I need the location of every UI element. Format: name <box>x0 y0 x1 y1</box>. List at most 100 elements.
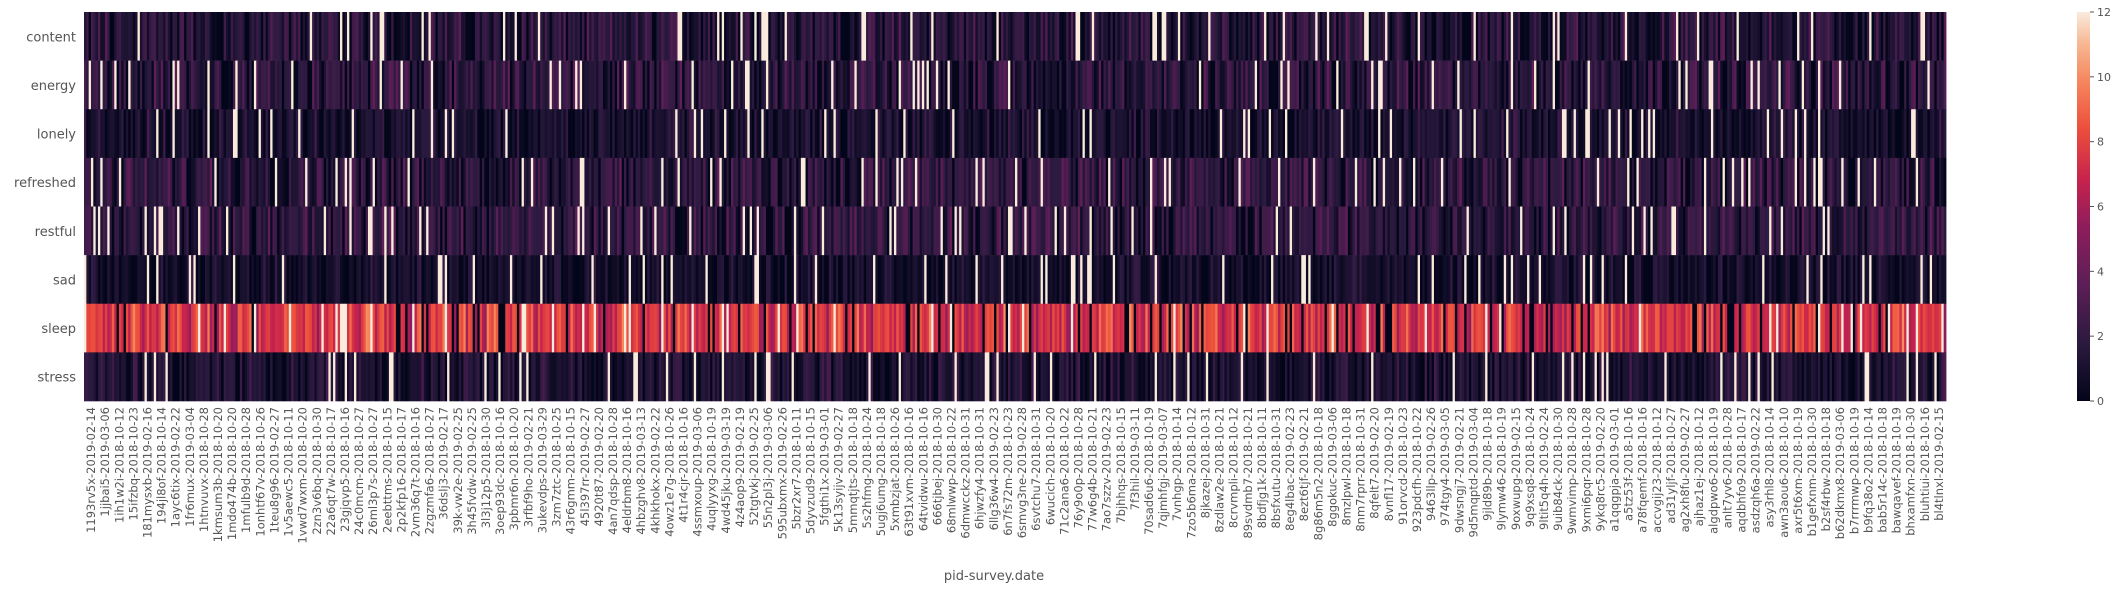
heatmap-cell <box>1070 60 1074 110</box>
heatmap-cell <box>603 255 606 305</box>
heatmap-cell <box>1094 60 1097 110</box>
heatmap-cell <box>1436 255 1440 305</box>
heatmap-cell <box>128 255 131 305</box>
heatmap-cell <box>1322 206 1325 256</box>
heatmap-cell <box>1610 206 1614 256</box>
heatmap-cell <box>1852 60 1856 110</box>
heatmap-cell <box>505 255 509 305</box>
heatmap-cell <box>935 157 939 207</box>
heatmap-cell <box>90 157 94 207</box>
heatmap-cell <box>1645 60 1649 110</box>
heatmap-cell <box>1554 60 1558 110</box>
heatmap-cell <box>1531 157 1535 207</box>
heatmap-cell <box>1231 109 1235 159</box>
heatmap-cell <box>1731 12 1735 61</box>
heatmap-cell <box>1724 157 1728 207</box>
heatmap-cell <box>102 109 106 159</box>
heatmap-cell <box>1131 206 1135 256</box>
heatmap-cell <box>1108 206 1111 256</box>
heatmap-cell <box>1082 109 1086 159</box>
heatmap-cell <box>109 12 113 61</box>
heatmap-cell <box>761 206 765 256</box>
heatmap-cell <box>1645 109 1649 159</box>
heatmap-cell <box>1096 109 1100 159</box>
heatmap-cell <box>442 303 446 353</box>
heatmap-cell <box>889 255 893 305</box>
heatmap-cell <box>1028 12 1032 61</box>
heatmap-cell <box>786 60 790 110</box>
heatmap-cell <box>1827 206 1831 256</box>
heatmap-cell <box>682 206 685 256</box>
heatmap-cell <box>1373 12 1377 61</box>
heatmap-cell <box>835 206 839 256</box>
heatmap-cell <box>97 60 101 110</box>
heatmap-cell <box>1024 157 1028 207</box>
heatmap-cell <box>656 206 660 256</box>
heatmap-cell <box>1501 206 1505 256</box>
heatmap-cell <box>249 60 252 110</box>
heatmap-cell <box>1410 255 1414 305</box>
heatmap-cell <box>1813 255 1817 305</box>
heatmap-cell <box>991 157 995 207</box>
heatmap-cell <box>1415 60 1419 110</box>
heatmap-cell <box>263 12 266 61</box>
heatmap-cell <box>1722 157 1726 207</box>
heatmap-cell <box>845 157 848 207</box>
heatmap-cell <box>1543 12 1547 61</box>
heatmap-cell <box>353 109 357 159</box>
heatmap-cell <box>1208 157 1211 207</box>
heatmap-cell <box>479 255 483 305</box>
heatmap-cell <box>177 255 180 305</box>
heatmap-cell <box>835 12 839 61</box>
heatmap-cell <box>770 12 774 61</box>
heatmap-cell <box>1717 157 1721 207</box>
heatmap-cell <box>1224 109 1228 159</box>
heatmap-cell <box>1440 12 1444 61</box>
heatmap-cell <box>216 109 220 159</box>
heatmap-cell <box>593 157 597 207</box>
heatmap-cell <box>1515 12 1519 61</box>
heatmap-cell <box>1243 60 1246 110</box>
heatmap-cell <box>1003 60 1007 110</box>
heatmap-cell <box>1859 157 1863 207</box>
heatmap-cell <box>491 157 495 207</box>
heatmap-cell <box>242 12 245 61</box>
heatmap-cell <box>1224 206 1228 256</box>
heatmap-cell <box>1457 255 1460 305</box>
heatmap-cell <box>1843 109 1847 159</box>
heatmap-cell <box>286 60 290 110</box>
heatmap-cell <box>1752 12 1756 61</box>
heatmap-cell <box>1101 157 1104 207</box>
heatmap-cell <box>1247 157 1251 207</box>
heatmap-cell <box>223 206 227 256</box>
heatmap-cell <box>1215 60 1218 110</box>
heatmap-cell <box>1494 60 1498 110</box>
heatmap-cell <box>672 109 676 159</box>
heatmap-cell <box>963 60 967 110</box>
heatmap-cell <box>423 157 427 207</box>
heatmap-cell <box>1331 12 1335 61</box>
heatmap-cell <box>1913 60 1917 110</box>
heatmap-cell <box>444 157 448 207</box>
heatmap-cell <box>575 109 578 159</box>
heatmap-cell <box>1282 255 1286 305</box>
heatmap-cell <box>1862 60 1865 110</box>
heatmap-cell <box>1869 157 1872 207</box>
heatmap-cell <box>1743 206 1747 256</box>
heatmap-cell <box>554 206 557 256</box>
heatmap-cell <box>1831 255 1835 305</box>
heatmap-cell <box>1517 157 1521 207</box>
heatmap-cell <box>975 255 979 305</box>
heatmap-cell <box>1489 60 1493 110</box>
heatmap-cell <box>854 109 858 159</box>
heatmap-cell <box>167 157 171 207</box>
heatmap-cell <box>798 60 802 110</box>
heatmap-cell <box>1217 109 1221 159</box>
heatmap-cell <box>1566 206 1570 256</box>
heatmap-cell <box>1541 157 1544 207</box>
heatmap-cell <box>1042 157 1046 207</box>
heatmap-cell <box>1638 255 1642 305</box>
heatmap-cell <box>1485 12 1488 61</box>
heatmap-cell <box>1887 109 1891 159</box>
heatmap-cell <box>335 12 339 61</box>
